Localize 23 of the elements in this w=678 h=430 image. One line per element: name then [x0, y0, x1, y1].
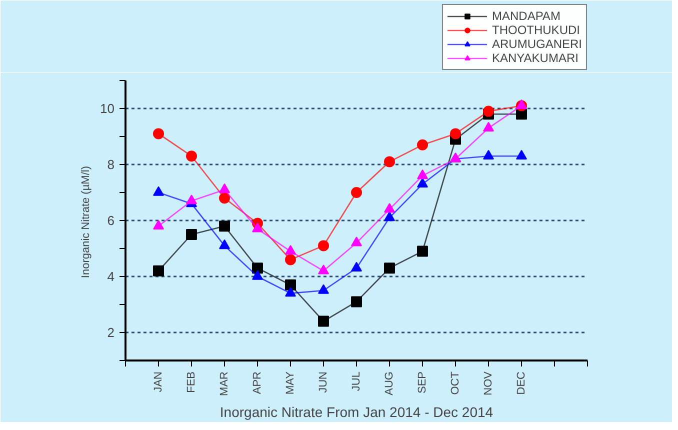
- x-tick-label: AUG: [384, 371, 396, 396]
- y-tick-label: 6: [107, 213, 115, 228]
- x-tick-label: JUL: [350, 372, 362, 392]
- y-tick-label: 2: [107, 325, 115, 340]
- y-tick-label: 8: [107, 157, 115, 172]
- x-tick-label: NOV: [482, 370, 494, 396]
- x-tick-label: OCT: [450, 371, 462, 395]
- legend-label: MANDAPAM: [492, 9, 560, 23]
- y-axis-title: Inorganic Nitrate (µM/l): [80, 166, 92, 278]
- x-tick-label: JAN: [152, 371, 164, 392]
- legend-label: ARUMUGANERI: [492, 37, 582, 51]
- x-axis-title: Inorganic Nitrate From Jan 2014 - Dec 2014: [220, 404, 494, 420]
- legend-label: KANYAKUMARI: [492, 51, 578, 65]
- legend-label: THOOTHUKUDI: [492, 23, 580, 37]
- y-tick-label: 10: [100, 101, 115, 116]
- y-tick-label: 4: [107, 269, 115, 284]
- x-tick-label: JUN: [318, 371, 330, 393]
- x-tick-label: SEP: [416, 371, 428, 394]
- x-tick-label: MAR: [218, 371, 230, 396]
- x-tick-label: MAY: [284, 370, 296, 395]
- x-tick-label: APR: [252, 371, 264, 394]
- x-tick-label: FEB: [186, 371, 198, 393]
- x-tick-label: DEC: [516, 371, 528, 395]
